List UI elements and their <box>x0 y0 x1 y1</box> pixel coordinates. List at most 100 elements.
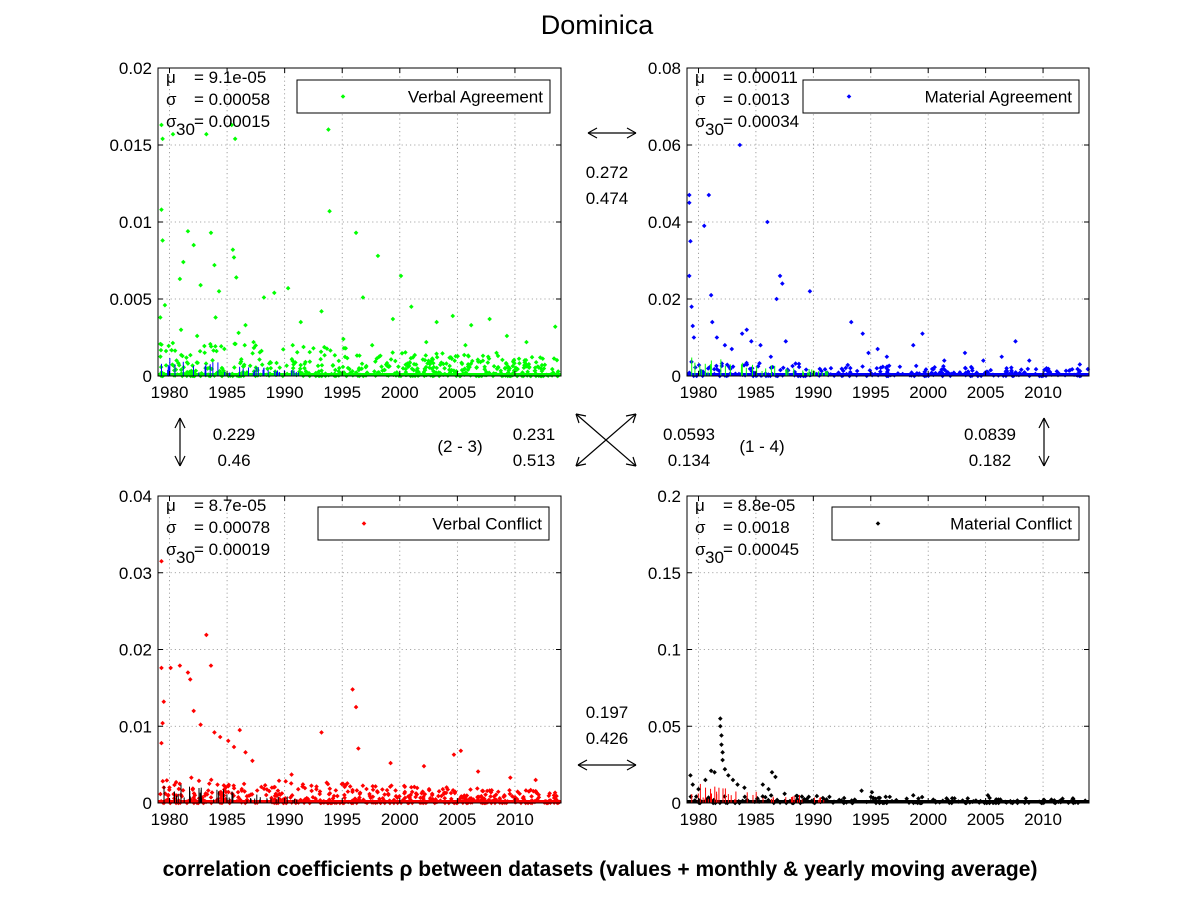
data-point-dense <box>482 364 487 370</box>
data-point-dense <box>322 352 327 358</box>
data-point-dense <box>288 795 293 800</box>
data-point-dense <box>461 352 467 358</box>
data-point-dense <box>202 350 207 356</box>
x-tick-label: 1990 <box>266 383 304 402</box>
data-point-dense <box>952 796 957 801</box>
data-point-dense <box>796 364 802 370</box>
data-point-dense <box>368 795 374 801</box>
data-point-dense <box>238 359 244 364</box>
data-point-dense <box>430 356 435 361</box>
data-point <box>494 350 499 356</box>
data-point-dense <box>524 364 530 369</box>
data-point <box>360 295 366 300</box>
data-point-dense <box>319 362 325 368</box>
data-point-dense <box>522 360 528 365</box>
data-point-dense <box>970 368 975 373</box>
data-point-dense <box>370 783 376 789</box>
data-point <box>468 322 474 328</box>
stat-sigma30-subscript: 30 <box>705 120 724 139</box>
data-point <box>719 742 724 747</box>
data-point-dense <box>546 793 552 799</box>
data-point-dense <box>399 350 405 356</box>
data-point-dense <box>963 366 968 371</box>
data-point-dense <box>464 793 470 798</box>
data-point <box>475 769 481 774</box>
data-point <box>884 354 890 360</box>
data-point-dense <box>793 361 798 366</box>
data-point-dense <box>547 791 552 796</box>
data-point-dense <box>336 358 342 364</box>
data-point-dense <box>265 366 270 372</box>
data-point-dense <box>208 777 214 783</box>
data-point <box>688 773 693 778</box>
corr-diag-23-moving-average: 0.513 <box>513 451 556 470</box>
data-point-dense <box>223 784 229 790</box>
data-point-dense <box>481 796 487 801</box>
data-point-dense <box>878 369 883 374</box>
data-point-dense <box>303 359 308 365</box>
data-point <box>208 230 214 236</box>
data-point <box>690 782 696 787</box>
data-point-dense <box>722 794 728 799</box>
data-point <box>730 777 736 783</box>
data-point-dense <box>513 365 519 371</box>
data-point-dense <box>822 367 828 372</box>
data-point-dense <box>180 788 186 793</box>
data-point-dense <box>551 356 557 361</box>
data-point-dense <box>360 783 366 789</box>
stat-sigma30-value: = 0.00015 <box>194 112 270 131</box>
data-point <box>298 319 304 325</box>
data-point-dense <box>219 793 224 799</box>
data-point-dense <box>289 356 295 362</box>
y-tick-label: 0.06 <box>648 136 681 155</box>
data-point <box>159 740 164 746</box>
stat-mu-value: = 8.8e-05 <box>723 496 795 515</box>
data-point <box>859 788 864 794</box>
data-point-dense <box>350 369 355 374</box>
stat-mu-symbol: μ <box>695 496 705 515</box>
panel-verbal-conflict: 1980 1985 1990 1995 2000 2005 2010 0 0.01 0.02 0.0… <box>119 487 562 829</box>
data-point <box>999 354 1005 360</box>
data-point <box>910 342 916 348</box>
data-point-dense <box>500 357 505 363</box>
data-point <box>709 319 715 325</box>
data-point <box>191 708 196 714</box>
data-point <box>409 304 414 309</box>
data-point-dense <box>263 792 269 798</box>
data-point-dense <box>430 796 436 802</box>
data-point <box>327 208 332 214</box>
data-point-dense <box>505 364 511 370</box>
data-point-dense <box>410 355 416 360</box>
data-point-dense <box>309 783 314 788</box>
data-point-dense <box>231 785 237 791</box>
data-point-dense <box>208 341 213 347</box>
data-point-dense <box>536 795 542 800</box>
data-point-dense <box>436 789 442 794</box>
data-point-dense <box>318 356 323 362</box>
figure-footer-caption: correlation coefficients ρ between datas… <box>163 858 1038 881</box>
data-point-dense <box>488 789 494 795</box>
data-point-dense <box>379 364 384 369</box>
data-point-dense <box>158 791 163 797</box>
corr-diag-14-moving-average: 0.134 <box>668 451 711 470</box>
data-point-dense <box>988 367 994 373</box>
x-tick-label: 2010 <box>1024 383 1062 402</box>
data-point-dense <box>254 788 260 793</box>
data-point-dense <box>190 787 195 792</box>
data-point <box>1013 339 1018 344</box>
data-point-dense <box>231 783 237 788</box>
x-tick-label: 2000 <box>909 383 947 402</box>
data-point-dense <box>451 368 457 373</box>
data-point-dense <box>397 794 402 799</box>
data-point-dense <box>839 366 845 372</box>
data-point-dense <box>164 778 170 783</box>
data-point <box>703 777 708 783</box>
data-point <box>421 763 427 769</box>
data-point <box>237 727 243 733</box>
data-point-dense <box>510 363 516 369</box>
y-tick-label: 0 <box>672 794 681 813</box>
data-point-dense <box>239 356 244 362</box>
data-point-dense <box>178 367 184 373</box>
data-point-dense <box>817 366 823 372</box>
